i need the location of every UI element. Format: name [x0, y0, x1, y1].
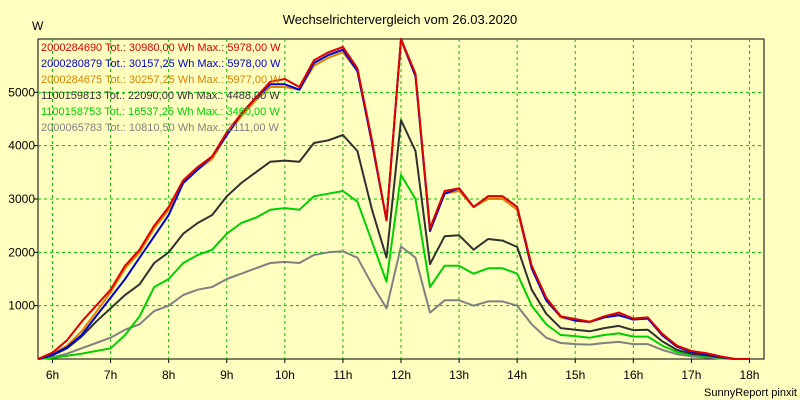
- legend-entry-1100159813: 1100159813 Tot.: 22090,00 Wh Max.: 4488,…: [41, 90, 280, 102]
- legend-entry-2000284675: 2000284675 Tot.: 30257,25 Wh Max.: 5977,…: [41, 74, 281, 86]
- x-tick-label: 10h: [275, 368, 295, 382]
- x-tick-label: 8h: [162, 368, 175, 382]
- legend-entry-1100158753: 1100158753 Tot.: 16537,25 Wh Max.: 3460,…: [41, 106, 280, 118]
- y-tick-label: 3000: [8, 192, 35, 206]
- y-axis-label: W: [32, 19, 44, 33]
- y-tick-label: 1000: [8, 299, 35, 313]
- legend: 2000284690 Tot.: 30980,00 Wh Max.: 5978,…: [41, 42, 281, 134]
- x-tick-label: 18h: [739, 368, 759, 382]
- legend-entry-2000065783: 2000065783 Tot.: 10810,50 Wh Max.: 2111,…: [41, 122, 280, 134]
- series-line-2000284690: [37, 38, 750, 360]
- series-line-1100159813: [37, 119, 750, 360]
- x-tick-label: 9h: [220, 368, 233, 382]
- x-tick-label: 7h: [104, 368, 117, 382]
- y-tick-label: 5000: [8, 85, 35, 99]
- x-tick-label: 6h: [46, 368, 59, 382]
- series-line-2000065783: [37, 245, 750, 360]
- series-lines: [37, 38, 750, 360]
- axes: 6h 7h 8h 9h 10h 11h 12h 13h 14h 15h 16h 17h 18h 1000 2…: [8, 85, 759, 382]
- x-tick-label: 14h: [507, 368, 527, 382]
- y-tick-label: 4000: [8, 139, 35, 153]
- x-tick-label: 16h: [623, 368, 643, 382]
- x-tick-label: 15h: [565, 368, 585, 382]
- grid: [38, 39, 764, 359]
- series-line-2000284675: [37, 39, 750, 360]
- x-tick-label: 12h: [391, 368, 411, 382]
- x-tick-label: 13h: [449, 368, 469, 382]
- legend-entry-2000284690: 2000284690 Tot.: 30980,00 Wh Max.: 5978,…: [41, 42, 281, 54]
- x-tick-label: 11h: [333, 368, 352, 382]
- legend-entry-2000280879: 2000280879 Tot.: 30157,25 Wh Max.: 5978,…: [41, 58, 281, 70]
- chart-title: Wechselrichtervergleich vom 26.03.2020: [283, 12, 518, 27]
- series-line-1100158753: [37, 174, 750, 360]
- y-tick-label: 2000: [8, 245, 35, 259]
- x-tick-label: 17h: [681, 368, 701, 382]
- footer-credit: SunnyReport pinxit: [704, 387, 797, 399]
